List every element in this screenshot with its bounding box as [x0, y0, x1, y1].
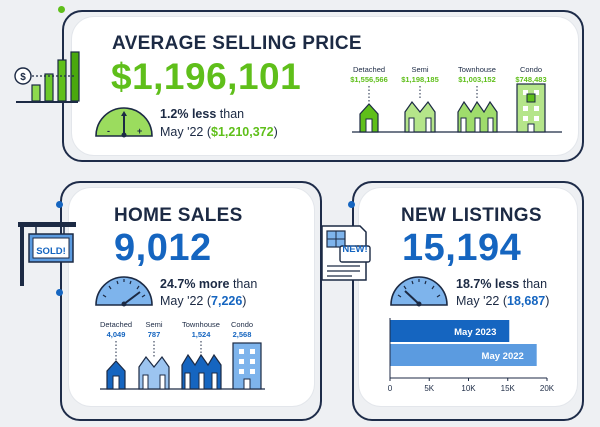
- prev-label: May '22 (: [160, 294, 212, 308]
- type-label: Condo: [519, 65, 543, 74]
- new-listings-prev-value: 18,687: [507, 294, 546, 308]
- new-listings-title: NEW LISTINGS: [401, 205, 542, 226]
- frame-dot: [348, 201, 355, 208]
- avg-price-value: $1,196,101: [111, 56, 302, 97]
- x-tick-label: 5K: [424, 384, 434, 393]
- type-value: 1,524: [191, 330, 211, 339]
- type-label: Townhouse: [182, 320, 220, 329]
- townhouse-icon: [457, 100, 498, 133]
- price-house-icons: [352, 83, 562, 133]
- price-type-townhouse: Townhouse $1,003,152: [451, 65, 503, 85]
- than-text: than: [519, 277, 548, 291]
- type-label: Detached: [352, 65, 386, 74]
- type-value: $1,556,566: [350, 75, 388, 84]
- type-label: Semi: [411, 65, 429, 74]
- avg-price-prev-value: $1,210,372: [211, 125, 274, 139]
- sales-type-townhouse: Townhouse 1,524: [175, 320, 227, 340]
- gauge-icon: - +: [95, 107, 153, 138]
- type-value: $1,003,152: [458, 75, 496, 84]
- new-listings-prev: May '22 (18,687): [456, 293, 549, 310]
- price-growth-chart-icon: $: [14, 51, 80, 103]
- type-value: $1,198,185: [401, 75, 439, 84]
- new-listing-flyer-icon: [321, 225, 371, 281]
- prev-close: ): [545, 294, 550, 308]
- sold-sign-icon: [18, 222, 76, 286]
- condo-building-icon: [232, 342, 262, 390]
- detached-house-icon: [106, 360, 126, 390]
- sales-type-condo: Condo 2,568: [216, 320, 268, 340]
- semi-house-icon: [138, 355, 170, 390]
- x-tick-label: 15K: [501, 384, 516, 393]
- townhouse-icon: [181, 353, 222, 390]
- svg-text:$: $: [20, 72, 26, 83]
- new-listings-frame: [352, 181, 584, 421]
- new-listings-pct: 18.7% less: [456, 277, 520, 291]
- home-sales-title: HOME SALES: [114, 205, 243, 226]
- sales-house-icons: [100, 341, 265, 390]
- home-sales-prev: May '22 (7,226): [160, 293, 246, 310]
- home-sales-pct: 24.7% more: [160, 277, 230, 291]
- condo-building-icon: [516, 83, 546, 133]
- avg-price-change: 1.2% less than: [160, 106, 244, 123]
- prev-close: ): [273, 125, 278, 139]
- sales-type-detached: Detached 4,049: [90, 320, 142, 340]
- prev-label: May '22 (: [160, 125, 212, 139]
- x-tick-label: 0: [388, 384, 393, 393]
- type-label: Townhouse: [458, 65, 496, 74]
- prev-close: ): [242, 294, 247, 308]
- gauge-icon: [95, 276, 153, 307]
- new-listings-change: 18.7% less than: [456, 276, 547, 293]
- home-sales-value: 9,012: [114, 227, 212, 269]
- frame-dot: [56, 201, 63, 208]
- sold-sign-text: SOLD!: [36, 246, 66, 257]
- new-listings-value: 15,194: [402, 227, 522, 269]
- svg-text:-: -: [107, 126, 110, 136]
- x-tick-label: 20K: [540, 384, 555, 393]
- bar-label: May 2023: [454, 327, 496, 338]
- than-text: than: [216, 107, 245, 121]
- bar-label: May 2022: [482, 351, 524, 362]
- price-type-detached: Detached $1,556,566: [343, 65, 395, 85]
- avg-price-pct: 1.2% less: [160, 107, 217, 121]
- gauge-icon: [390, 276, 448, 307]
- price-type-condo: Condo $748,483: [505, 65, 557, 85]
- prev-label: May '22 (: [456, 294, 508, 308]
- type-value: 4,049: [106, 330, 126, 339]
- listings-bar-chart: May 2023 May 2022 0 5K 10K 15K 20K: [388, 318, 555, 393]
- avg-price-prev: May '22 ($1,210,372): [160, 124, 278, 141]
- price-type-semi: Semi $1,198,185: [394, 65, 446, 85]
- type-value: 787: [147, 330, 161, 339]
- type-label: Condo: [230, 320, 254, 329]
- avg-price-title: AVERAGE SELLING PRICE: [112, 33, 362, 54]
- type-value: $748,483: [515, 75, 547, 84]
- sales-type-semi: Semi 787: [128, 320, 180, 340]
- x-tick-label: 10K: [461, 384, 476, 393]
- semi-house-icon: [404, 100, 436, 133]
- frame-dot: [56, 289, 63, 296]
- svg-text:+: +: [137, 126, 142, 136]
- type-value: 2,568: [232, 330, 252, 339]
- home-sales-prev-value: 7,226: [211, 294, 243, 308]
- detached-house-icon: [359, 103, 379, 133]
- bar-may-2023: [390, 320, 510, 342]
- home-sales-change: 24.7% more than: [160, 276, 257, 293]
- frame-dot: [58, 6, 65, 13]
- bar-may-2022: [390, 344, 537, 366]
- type-label: Detached: [99, 320, 133, 329]
- than-text: than: [229, 277, 258, 291]
- home-sales-frame: [60, 181, 322, 421]
- new-flyer-text: NEW!: [342, 244, 368, 255]
- type-label: Semi: [145, 320, 163, 329]
